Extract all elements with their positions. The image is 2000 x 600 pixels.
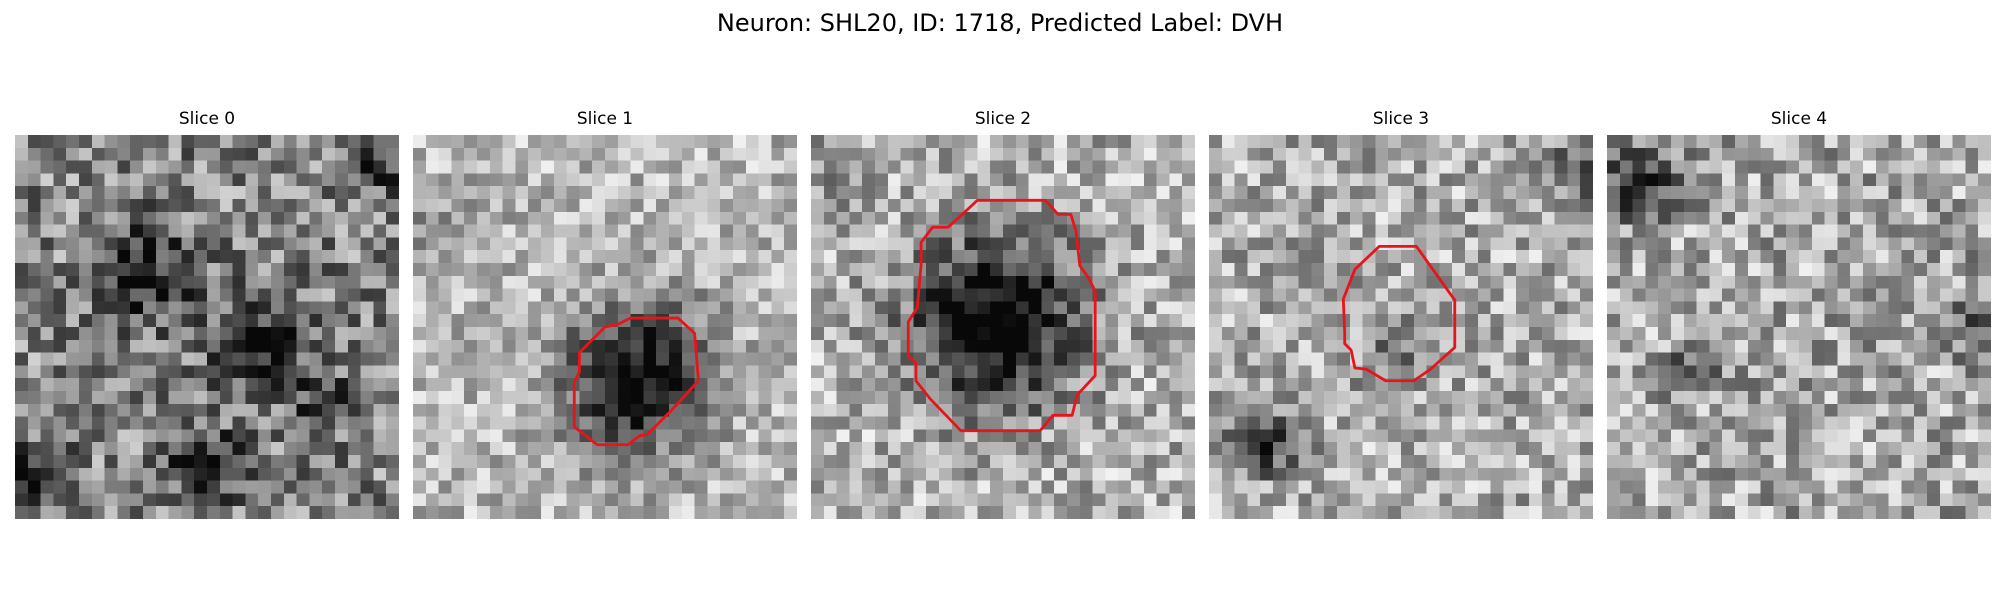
slice-title: Slice 4	[1770, 109, 1828, 129]
slice-panel-0: Slice 0	[15, 108, 399, 520]
slice-image	[413, 135, 797, 519]
slice-image	[1209, 135, 1593, 519]
slice-image	[811, 135, 1195, 519]
slice-panel-2: Slice 2	[811, 108, 1195, 520]
figure-title: Neuron: SHL20, ID: 1718, Predicted Label…	[716, 9, 1284, 37]
slice-title: Slice 1	[576, 109, 634, 129]
slice-title: Slice 2	[974, 109, 1032, 129]
slice-panel-3: Slice 3	[1209, 108, 1593, 520]
roi-outline	[1341, 244, 1457, 383]
roi-outline	[572, 316, 700, 447]
slice-image	[15, 135, 399, 519]
slice-panel-1: Slice 1	[413, 108, 797, 520]
slice-title: Slice 0	[178, 109, 236, 129]
slice-image	[1607, 135, 1991, 519]
slice-title: Slice 3	[1372, 109, 1430, 129]
slice-panel-4: Slice 4	[1607, 108, 1991, 520]
roi-outline	[906, 198, 1097, 433]
